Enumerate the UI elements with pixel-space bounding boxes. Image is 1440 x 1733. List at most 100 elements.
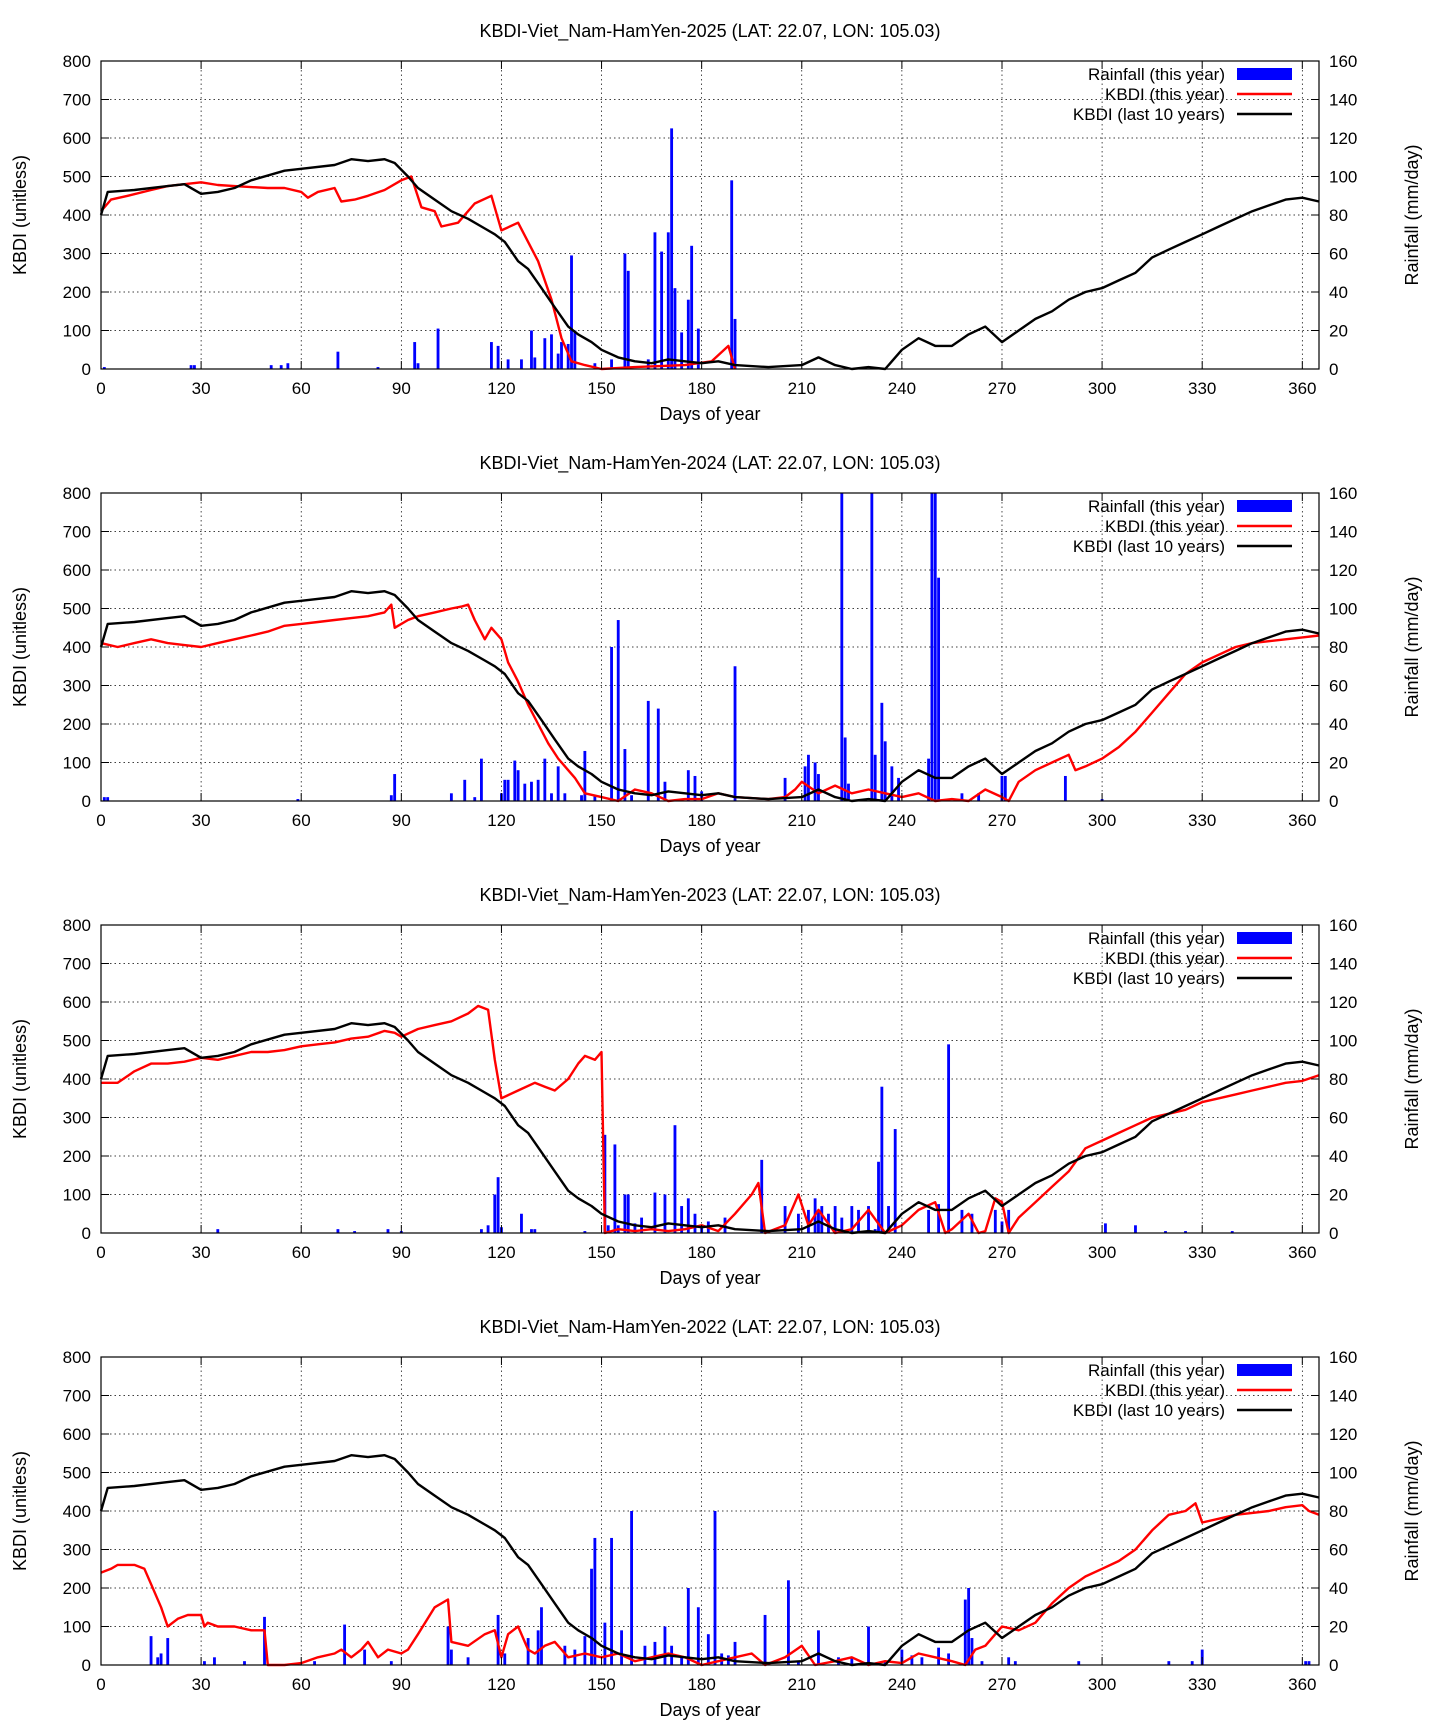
x-tick-label: 180 bbox=[687, 811, 715, 830]
rain-bar bbox=[606, 1225, 610, 1233]
rain-bar bbox=[106, 797, 110, 801]
y2-tick-label: 140 bbox=[1329, 91, 1357, 110]
x-tick-label: 30 bbox=[192, 1243, 211, 1262]
x-axis-label: Days of year bbox=[659, 404, 760, 424]
grid-lines bbox=[101, 925, 1319, 1233]
y2-tick-label: 120 bbox=[1329, 993, 1357, 1012]
y2-axis-label: Rainfall (mm/day) bbox=[1402, 576, 1422, 717]
rain-bar bbox=[797, 1213, 800, 1233]
x-tick-label: 300 bbox=[1088, 1675, 1116, 1694]
rain-bar bbox=[590, 1568, 593, 1665]
x-tick-label: 30 bbox=[192, 811, 211, 830]
rain-bar bbox=[530, 1229, 533, 1233]
rain-bar bbox=[920, 1657, 924, 1665]
rain-bar bbox=[506, 359, 510, 369]
rain-bar bbox=[880, 1086, 884, 1233]
rain-bar bbox=[680, 1206, 684, 1233]
rain-bar bbox=[486, 1225, 490, 1233]
x-tick-label: 360 bbox=[1288, 379, 1316, 398]
rain-bar bbox=[670, 128, 674, 369]
y-tick-label: 400 bbox=[63, 206, 91, 225]
rain-bar bbox=[1063, 775, 1067, 801]
chart-panel-1: KBDI-Viet_Nam-HamYen-2024 (LAT: 22.07, L… bbox=[10, 453, 1422, 856]
kbdi-this-year-line bbox=[100, 603, 1320, 803]
y-tick-label: 600 bbox=[63, 129, 91, 148]
y-tick-label: 600 bbox=[63, 993, 91, 1012]
rain-bar bbox=[603, 1622, 607, 1665]
y-tick-label: 800 bbox=[63, 484, 91, 503]
legend-kbdi-last-10-years-label: KBDI (last 10 years) bbox=[1073, 1401, 1225, 1420]
legend-rainfall-label: Rainfall (this year) bbox=[1088, 929, 1225, 948]
y2-tick-label: 0 bbox=[1329, 360, 1338, 379]
x-tick-label: 240 bbox=[888, 379, 916, 398]
rain-bar bbox=[520, 359, 523, 369]
x-tick-label: 300 bbox=[1088, 379, 1116, 398]
rain-bar bbox=[1164, 1231, 1167, 1233]
y-tick-label: 300 bbox=[63, 245, 91, 264]
rain-bar bbox=[1007, 1209, 1011, 1233]
legend-kbdi-this-year-label: KBDI (this year) bbox=[1105, 85, 1225, 104]
rain-bar bbox=[463, 779, 467, 801]
legend-rainfall-label: Rainfall (this year) bbox=[1088, 65, 1225, 84]
rain-bar bbox=[673, 288, 677, 369]
y-tick-label: 0 bbox=[82, 792, 91, 811]
rain-bar bbox=[927, 758, 930, 801]
y2-tick-label: 20 bbox=[1329, 1618, 1348, 1637]
y2-tick-label: 60 bbox=[1329, 1541, 1348, 1560]
rain-bar bbox=[807, 754, 810, 801]
x-tick-label: 120 bbox=[487, 1675, 515, 1694]
rain-bar bbox=[243, 1661, 246, 1665]
x-tick-label: 300 bbox=[1088, 811, 1116, 830]
rain-bar bbox=[633, 1223, 637, 1233]
x-tick-label: 120 bbox=[487, 1243, 515, 1262]
x-tick-label: 360 bbox=[1288, 1675, 1316, 1694]
rain-bar bbox=[159, 1653, 163, 1665]
rain-bar bbox=[733, 1641, 737, 1665]
rain-bar bbox=[496, 345, 500, 369]
rain-bar bbox=[573, 330, 577, 369]
rain-bar bbox=[149, 1636, 153, 1665]
rain-bar bbox=[663, 1194, 667, 1233]
y-axis-label: KBDI (unitless) bbox=[10, 155, 30, 275]
rain-bar bbox=[1007, 1657, 1011, 1665]
x-tick-label: 330 bbox=[1188, 1675, 1216, 1694]
rain-bar bbox=[580, 795, 583, 801]
rain-bar bbox=[867, 1206, 870, 1233]
rain-bar bbox=[523, 783, 527, 801]
rain-bar bbox=[883, 741, 887, 801]
x-tick-label: 150 bbox=[587, 1675, 615, 1694]
x-tick-label: 0 bbox=[96, 1675, 105, 1694]
y-tick-label: 600 bbox=[63, 561, 91, 580]
x-tick-label: 120 bbox=[487, 811, 515, 830]
rain-bar bbox=[563, 1645, 567, 1665]
y2-tick-label: 160 bbox=[1329, 1348, 1357, 1367]
y-tick-label: 400 bbox=[63, 1502, 91, 1521]
y2-tick-label: 80 bbox=[1329, 1502, 1348, 1521]
x-tick-label: 150 bbox=[587, 1243, 615, 1262]
legend-rainfall-swatch bbox=[1237, 500, 1292, 512]
x-tick-label: 240 bbox=[888, 1675, 916, 1694]
rain-bar bbox=[713, 1511, 717, 1665]
rain-bar bbox=[540, 1607, 543, 1665]
rain-bar bbox=[610, 1537, 613, 1665]
y-tick-label: 100 bbox=[63, 754, 91, 773]
chart-title: KBDI-Viet_Nam-HamYen-2024 (LAT: 22.07, L… bbox=[480, 453, 941, 474]
rain-bar bbox=[479, 1229, 483, 1233]
y-tick-label: 400 bbox=[63, 1070, 91, 1089]
rain-bar bbox=[686, 770, 690, 801]
y2-tick-label: 20 bbox=[1329, 1186, 1348, 1205]
rain-bar bbox=[516, 770, 520, 801]
rain-bar bbox=[980, 1661, 984, 1665]
rain-bar bbox=[593, 363, 597, 369]
rain-bar bbox=[613, 1144, 617, 1233]
rain-bar bbox=[937, 1647, 941, 1665]
rain-bar bbox=[733, 666, 737, 801]
rain-bar bbox=[570, 255, 573, 369]
rain-bar bbox=[353, 1231, 357, 1233]
y-tick-label: 800 bbox=[63, 52, 91, 71]
legend-rainfall-label: Rainfall (this year) bbox=[1088, 497, 1225, 516]
y2-tick-label: 140 bbox=[1329, 955, 1357, 974]
rain-bar bbox=[873, 754, 877, 801]
y2-tick-label: 80 bbox=[1329, 638, 1348, 657]
